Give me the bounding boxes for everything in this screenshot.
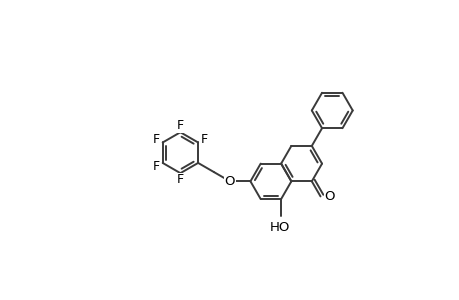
Text: O: O — [324, 190, 334, 203]
Text: F: F — [153, 160, 160, 173]
Text: F: F — [153, 133, 160, 146]
Text: F: F — [176, 173, 184, 187]
Text: HO: HO — [269, 221, 289, 234]
Text: F: F — [200, 133, 207, 146]
Text: O: O — [224, 175, 235, 188]
Text: F: F — [176, 119, 184, 132]
